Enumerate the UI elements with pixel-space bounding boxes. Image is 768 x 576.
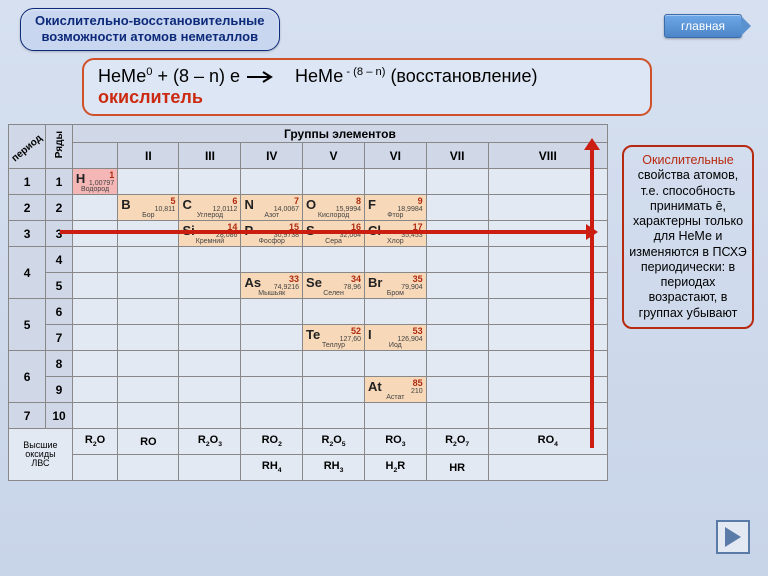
element-As: As3374,9216Мышьяк [241, 273, 302, 298]
title-line2: возможности атомов неметаллов [41, 29, 258, 44]
element-F: F918,9984Фтор [365, 195, 426, 220]
element-O: O815,9994Кислород [303, 195, 364, 220]
oxidizer-label: окислитель [98, 87, 203, 107]
title-line1: Окислительно-восстановительные [35, 13, 265, 28]
element-N: N714,0067Азот [241, 195, 302, 220]
element-B: B510,811Бор [118, 195, 178, 220]
trend-arrow-up [590, 148, 594, 448]
eq-rhs: НеМе - (8 – n) (восстановление) [290, 66, 537, 86]
trend-arrow-right [60, 230, 588, 234]
element-C: C612,0112Углерод [179, 195, 240, 220]
element-Br: Br3579,904Бром [365, 273, 426, 298]
info-heading: Окислительные [642, 153, 733, 167]
element-I: I53126,904Иод [365, 325, 426, 350]
info-body: свойства атомов, т.е. способность приним… [629, 168, 746, 319]
home-button[interactable]: главная [664, 14, 742, 38]
element-At: At85210Астат [365, 377, 426, 402]
arrow-icon [245, 70, 275, 84]
element-Te: Te52127,60Теллур [303, 325, 364, 350]
next-button[interactable] [716, 520, 750, 554]
element-Se: Se3478,96Селен [303, 273, 364, 298]
home-button-label: главная [681, 19, 725, 33]
page-title: Окислительно-восстановительные возможнос… [20, 8, 280, 51]
equation-box: НеМе0 + (8 – n) e НеМе - (8 – n) (восста… [82, 58, 652, 116]
eq-lhs: НеМе0 + (8 – n) e [98, 66, 245, 86]
element-H: H11,00797Водород [73, 169, 117, 194]
info-box: Окислительные свойства атомов, т.е. спос… [622, 145, 754, 329]
